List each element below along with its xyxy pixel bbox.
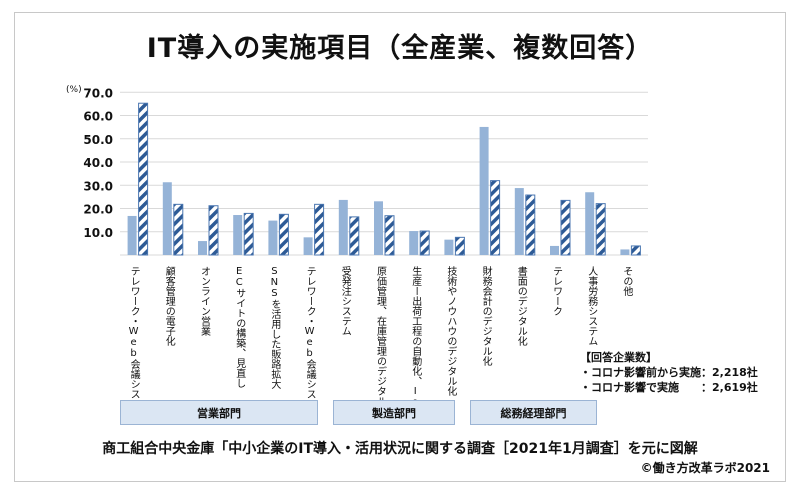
x-tick-label: ECサイトの構築、見直し xyxy=(234,266,246,388)
y-tick-label: 50.0 xyxy=(83,133,113,147)
x-tick-label: 原価管理、在庫管理のデジタル化 xyxy=(375,266,387,400)
bar-during-covid xyxy=(278,213,289,256)
bar-before-covid xyxy=(585,192,595,255)
y-tick-label: 60.0 xyxy=(83,110,113,124)
bar-during-covid xyxy=(173,203,184,256)
bar-during-covid xyxy=(419,230,430,256)
bar-during-covid xyxy=(525,194,536,256)
y-tick-label: 20.0 xyxy=(83,203,113,217)
chart-frame xyxy=(14,12,786,482)
x-tick-label: オンライン営業 xyxy=(199,266,211,337)
bar-before-covid xyxy=(162,182,172,255)
bar-before-covid xyxy=(514,188,524,255)
x-tick-label: 受発注システム xyxy=(339,266,351,336)
bar-during-covid xyxy=(314,203,325,256)
bar-during-covid xyxy=(560,199,571,256)
bar-during-covid xyxy=(349,216,360,256)
x-tick-label: テレワーク・Web会議システム xyxy=(304,266,316,400)
y-tick-label: 10.0 xyxy=(83,226,113,240)
x-tick-label: テレワーク・Web会議システム xyxy=(128,266,140,400)
bar-before-covid xyxy=(479,126,489,255)
bar-before-covid xyxy=(303,237,313,255)
bar-during-covid xyxy=(138,102,149,256)
bar-during-covid xyxy=(208,205,219,256)
group-manufacturing: 製造部門 xyxy=(333,400,455,425)
note-line-2: ・コロナ影響で実施 ：2,619社 xyxy=(580,381,758,394)
note-line-1: ・コロナ影響前から実施：2,218社 xyxy=(580,366,758,379)
respondent-note: 【回答企業数】・コロナ影響前から実施：2,218社 ・コロナ影響で実施 ：2,61… xyxy=(580,350,758,395)
x-tick-label: 財務会計のデジタル化 xyxy=(480,265,492,366)
bar-before-covid xyxy=(268,220,278,255)
bar-before-covid xyxy=(374,201,383,255)
bar-before-covid xyxy=(409,231,419,255)
x-tick-label: 生産ー出荷工程の自動化、IoT化 xyxy=(410,265,422,400)
bar-during-covid xyxy=(630,245,641,256)
group-sales: 営業部門 xyxy=(120,400,318,425)
x-tick-label: 書面のデジタル化 xyxy=(515,265,527,346)
y-tick-label: 30.0 xyxy=(83,179,113,193)
x-tick-label: 技術やノウハウのデジタル化 xyxy=(445,265,457,396)
y-tick-label: 40.0 xyxy=(83,156,113,170)
y-tick-label: 70.0 xyxy=(83,86,113,100)
bar-before-covid xyxy=(550,245,559,255)
bar-before-covid xyxy=(127,215,137,255)
bar-before-covid xyxy=(338,199,348,255)
bar-before-covid xyxy=(233,215,243,255)
bar-chart: 10.0 20.0 30.0 40.0 50.0 60.0 70.0(%) テレワーク・Web… xyxy=(66,85,648,400)
bar-before-covid xyxy=(620,249,630,255)
chart-title: IT導入の実施項目（全産業、複数回答） xyxy=(146,33,654,64)
x-tick-label: 顧客管理の電子化 xyxy=(163,265,175,346)
x-tick-label: SNSを活用した販路拡大 xyxy=(269,266,281,390)
x-tick-label: 人事労務システム xyxy=(586,266,598,346)
bar-before-covid xyxy=(198,241,207,255)
x-tick-label: その他 xyxy=(621,266,633,297)
bar-during-covid xyxy=(243,212,254,256)
source-text: 商工組合中央金庫「中小企業のIT導入・活用状況に関する調査［2021年1月調査］… xyxy=(102,441,698,457)
bar-during-covid xyxy=(454,236,465,256)
y-axis-unit: (%) xyxy=(66,85,82,95)
bar-during-covid xyxy=(595,203,606,256)
note-heading: 【回答企業数】 xyxy=(580,351,657,364)
bar-during-covid xyxy=(490,180,501,256)
group-admin-finance: 総務経理部門 xyxy=(470,400,597,425)
copyright: ©働き方改革ラボ2021 xyxy=(640,461,770,475)
bar-during-covid xyxy=(384,215,395,256)
x-tick-label: テレワーク xyxy=(551,266,562,316)
bar-before-covid xyxy=(444,239,454,255)
